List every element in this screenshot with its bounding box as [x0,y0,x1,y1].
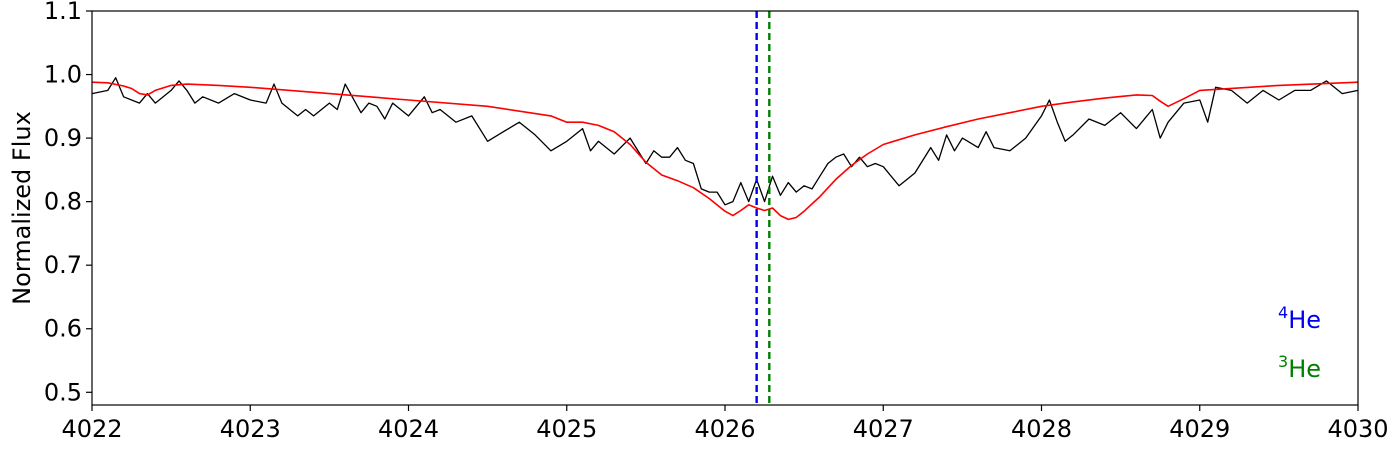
series-line-1 [91,77,1359,206]
y-tick-label: 1.1 [44,0,82,25]
x-tick-label: 4026 [694,415,755,443]
x-tick-label: 4022 [61,415,122,443]
x-tick-label: 4023 [220,415,281,443]
series-line-2 [91,81,1359,221]
x-axis: 4022 4023 4024 4025 4026 4027 4028 4029 4030 [61,405,1389,443]
legend-he3-text: He [1288,355,1321,383]
y-axis-title: Normalized Flux [8,111,36,305]
legend-he4-text: He [1288,306,1321,334]
y-tick-label: 0.9 [44,124,82,152]
y-tick-label: 0.8 [44,188,82,216]
y-axis: 0.5 0.6 0.7 0.8 0.9 1.0 1.1 [44,0,92,406]
x-tick-label: 4024 [378,415,439,443]
x-tick-label: 4025 [536,415,597,443]
x-tick-label: 4027 [853,415,914,443]
y-tick-label: 0.7 [44,251,82,279]
x-tick-label: 4030 [1327,415,1388,443]
x-tick-label: 4029 [1169,415,1230,443]
legend-he3: 3He [1278,352,1321,383]
legend-he3-mass: 3 [1278,352,1288,371]
legend-he4: 4He [1278,303,1321,334]
x-tick-label: 4028 [1011,415,1072,443]
plot-content [91,11,1359,405]
plot-frame [91,10,1359,406]
y-tick-label: 0.5 [44,378,82,406]
y-tick-label: 0.6 [44,315,82,343]
legend-he4-mass: 4 [1278,303,1288,322]
y-tick-label: 1.0 [44,61,82,89]
